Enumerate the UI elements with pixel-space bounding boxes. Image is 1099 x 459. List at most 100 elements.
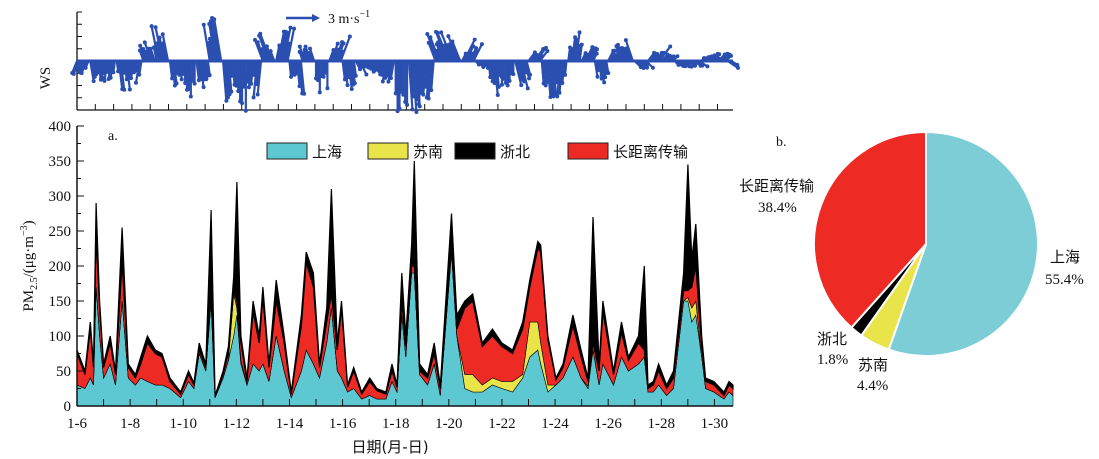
wind-vector [517, 60, 526, 82]
pm25-panel: 0 50 100 150 200 250 300 350 400 1-6 1-8 1-10 1-12 1-… [49, 119, 734, 432]
wind-arrowhead [388, 76, 393, 81]
wind-vector [129, 60, 135, 79]
x-tick-label: 1-16 [329, 416, 357, 432]
wind-vector [571, 37, 577, 62]
wind-arrowhead [179, 77, 184, 82]
pie-value-sunan: 4.4% [857, 378, 888, 394]
wind-arrowhead [425, 32, 430, 37]
wind-vector [161, 43, 168, 62]
wind-vector [339, 36, 351, 62]
wind-arrowhead [405, 102, 410, 107]
wind-arrowhead [258, 31, 263, 36]
wind-arrowhead [495, 93, 500, 98]
wind-arrowhead [603, 75, 608, 80]
legend-swatch-sunan [367, 142, 409, 160]
wind-arrowhead [414, 109, 419, 114]
wind-vector [349, 60, 355, 85]
wind-vector [533, 48, 545, 62]
wind-vector [280, 32, 289, 62]
wind-vector [516, 60, 523, 80]
wind-vector [352, 60, 357, 76]
wind-vector [495, 60, 500, 87]
wind-vector [574, 32, 581, 62]
wind-arrowhead [471, 44, 476, 49]
x-tick-label: 1-26 [594, 416, 622, 432]
wind-vector [213, 19, 223, 62]
wind-vector [593, 60, 599, 77]
wind-vector [295, 60, 301, 87]
pie-value-zhebei: 1.8% [817, 352, 848, 368]
y-axis-title: PM2.5/(μg·m−3) [19, 220, 40, 311]
wind-vector [588, 47, 597, 62]
y-tick-label: 400 [49, 119, 72, 135]
wind-vector [427, 60, 433, 99]
wind-arrowhead [192, 81, 197, 86]
wind-arrowhead [335, 41, 340, 46]
pie-label-long-range: 长距离传输 [739, 177, 814, 195]
wind-arrowhead [519, 83, 524, 88]
y-tick-label: 300 [49, 189, 72, 205]
wind-vector [256, 60, 263, 95]
wind-vector [197, 60, 202, 80]
wind-arrowhead [255, 40, 260, 45]
wind-vector [386, 60, 392, 76]
wind-arrowhead [288, 25, 293, 30]
wind-arrowhead [160, 32, 165, 37]
wind-arrowhead [426, 96, 431, 101]
wind-vector [79, 60, 86, 73]
wind-vector [152, 47, 158, 62]
wind-arrowhead [594, 47, 599, 52]
wind-vector [211, 17, 221, 62]
wind-vector [134, 60, 141, 83]
wind-vector [561, 60, 566, 84]
wind-arrowhead [253, 37, 258, 42]
wind-arrowhead [717, 52, 722, 57]
wind-vector [489, 60, 494, 82]
x-tick-label: 1-18 [382, 416, 410, 432]
wind-vector [265, 45, 274, 62]
wind-scale-label: 3 m·s−1 [328, 9, 370, 27]
wind-arrowhead [297, 44, 302, 49]
wind-vector [117, 60, 124, 90]
wind-arrowhead [590, 45, 595, 50]
wind-vector [567, 47, 572, 62]
wind-vector [277, 31, 286, 62]
wind-arrowhead [246, 85, 251, 90]
wind-arrowhead [543, 45, 548, 50]
wind-vector [161, 34, 170, 62]
wind-vector [563, 60, 568, 75]
wind-arrowhead [545, 48, 550, 53]
wind-arrowhead [705, 64, 710, 69]
wind-vector [389, 60, 395, 79]
wind-vector [275, 45, 281, 62]
wind-vector [569, 48, 573, 62]
wind-arrowhead [264, 44, 269, 49]
pie-value-shanghai: 55.4% [1045, 272, 1084, 288]
wind-vector [586, 49, 594, 62]
wind-vector [208, 23, 217, 62]
wind-y-label: WS [38, 67, 54, 90]
wind-vector [102, 60, 107, 74]
wind-arrowhead [302, 91, 307, 96]
wind-arrowhead [133, 80, 138, 85]
x-tick-label: 1-10 [169, 416, 197, 432]
wind-vector [558, 60, 564, 93]
wind-arrowhead [174, 81, 179, 86]
legend: 上海 苏南 浙北 长距离传输 [266, 142, 688, 161]
wind-arrowhead [153, 25, 158, 30]
wind-vector [204, 60, 209, 76]
wind-panel [70, 11, 741, 114]
wind-arrowhead [397, 106, 402, 111]
wind-arrowhead [615, 42, 620, 47]
x-tick-label: 1-8 [120, 416, 140, 432]
wind-arrowhead [141, 47, 146, 52]
wind-vector [282, 27, 292, 62]
wind-arrowhead [289, 74, 294, 79]
y-title-sup: −3 [19, 225, 30, 236]
legend-swatch-zhebei [454, 142, 496, 160]
wind-vector [417, 60, 424, 105]
x-tick-label: 1-12 [223, 416, 251, 432]
wind-vector [624, 39, 634, 62]
wind-arrowhead [345, 83, 350, 88]
